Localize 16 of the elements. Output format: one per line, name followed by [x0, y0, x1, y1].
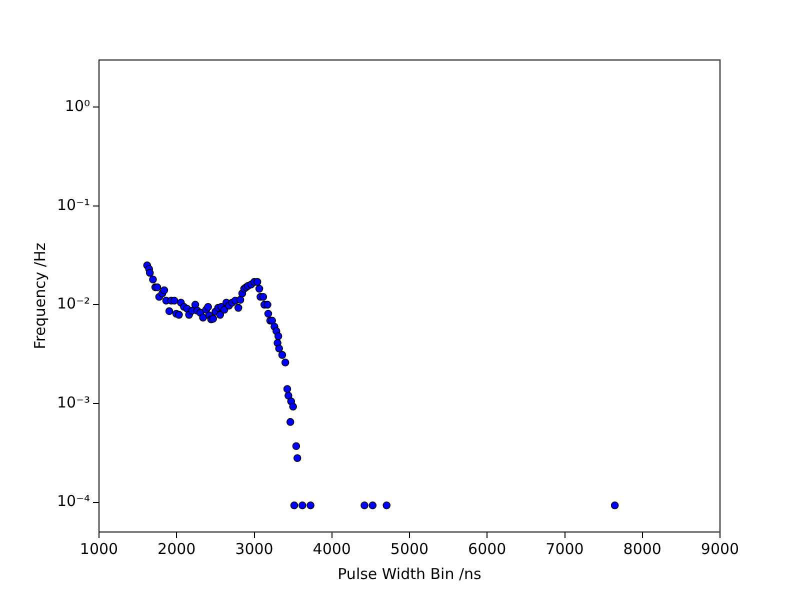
x-tick-label: 3000	[235, 540, 274, 558]
x-tick-label: 2000	[158, 540, 196, 558]
x-tick-label: 6000	[468, 540, 506, 558]
x-tick-label: 1000	[80, 540, 118, 558]
y-tick-label: 10⁻³	[56, 393, 90, 412]
x-tick-label: 9000	[700, 540, 740, 558]
x-tick-label: 4000	[312, 540, 351, 558]
x-axis-title: Pulse Width Bin /ns	[338, 564, 482, 583]
x-tick-label: 5000	[390, 540, 429, 558]
x-tick-label: 7000	[546, 540, 584, 558]
y-tick-label: 10⁻¹	[56, 196, 90, 214]
y-tick-label: 10⁻²	[56, 294, 90, 313]
y-tick-label: 10⁻⁴	[56, 492, 90, 510]
x-tick-label: 8000	[623, 540, 662, 558]
y-axis-title: Frequency /Hz	[30, 242, 49, 350]
y-tick-label: 10⁰	[64, 97, 90, 116]
